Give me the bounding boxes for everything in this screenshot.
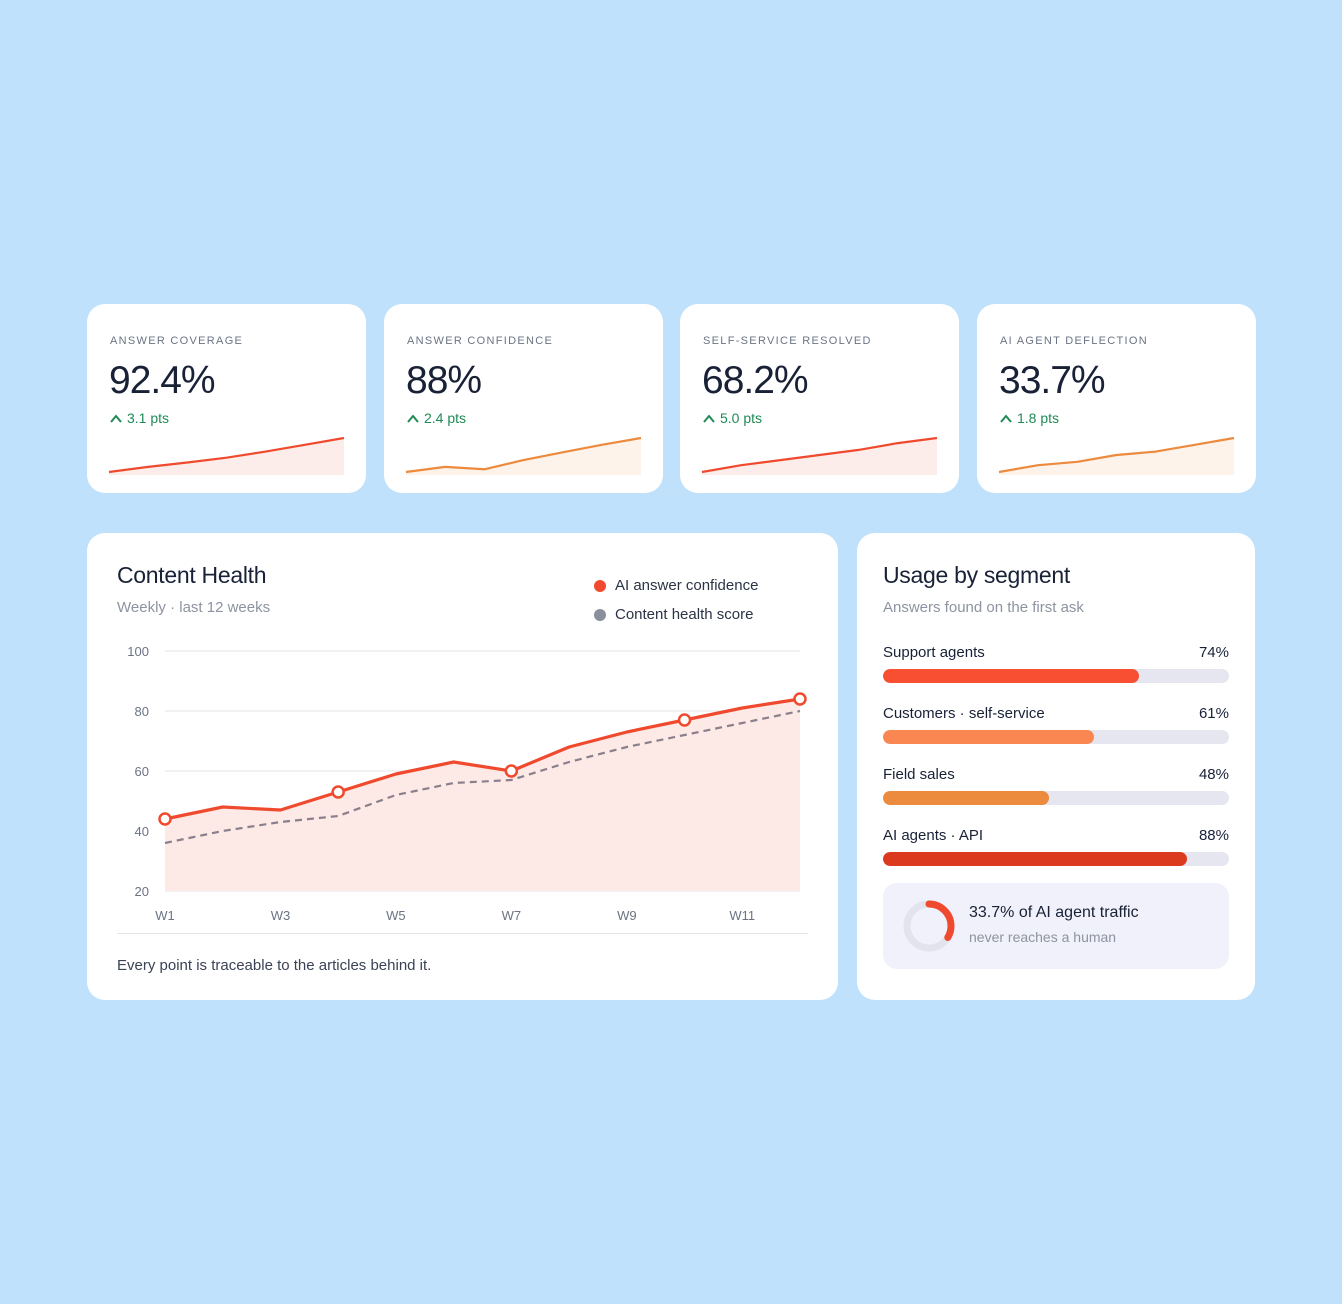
sparkline-line [998, 436, 1235, 474]
segment-progress-bar [883, 852, 1229, 866]
x-tick-label: W3 [271, 908, 291, 923]
segment-percent: 74% [1198, 644, 1229, 661]
kpi-label: SELF-SERVICE RESOLVED [703, 335, 872, 347]
kpi-sparkline [405, 436, 642, 475]
segment-label: Field sales [883, 766, 955, 783]
kpi-delta-text: 2.4 pts [424, 410, 467, 426]
kpi-value: 33.7% [999, 359, 1106, 402]
segment-label: Support agents [883, 644, 985, 661]
x-tick-label: W1 [155, 908, 175, 923]
kpi-delta-text: 3.1 pts [127, 410, 170, 426]
content-health-chart: 20 40 60 80 100 W1 W3 W5 W7 W9 W11 [127, 644, 807, 923]
kpi-card-answer-coverage: ANSWER COVERAGE 92.4% 3.1 pts [87, 304, 366, 493]
card-subtitle: Answers found on the first ask [883, 599, 1084, 616]
kpi-delta: 3.1 pts [109, 410, 169, 426]
data-point-marker [331, 785, 345, 799]
segment-progress-bar [883, 730, 1229, 744]
ai-traffic-callout: 33.7% of AI agent traffic never reaches … [883, 883, 1229, 969]
kpi-delta: 1.8 pts [999, 410, 1059, 426]
segment-progress-fill [883, 730, 1095, 744]
donut-gauge-icon [903, 900, 955, 952]
y-tick-label: 60 [135, 764, 149, 779]
legend-item-content-health-score[interactable]: Content health score [594, 600, 758, 629]
sparkline-line [405, 436, 642, 474]
segment-percent: 61% [1198, 705, 1229, 722]
segment-row-customers-self-service: Customers · self-service 61% [883, 705, 1229, 744]
card-title: Usage by segment [883, 562, 1070, 588]
kpi-label: ANSWER CONFIDENCE [407, 335, 554, 347]
series-line-content-health-score [164, 709, 801, 845]
x-tick-label: W5 [386, 908, 406, 923]
y-tick-label: 100 [127, 644, 149, 659]
segment-row-support-agents: Support agents 74% [883, 644, 1229, 683]
card-title: Content Health [117, 562, 267, 588]
kpi-card-ai-agent-deflection: AI AGENT DEFLECTION 33.7% 1.8 pts [977, 304, 1256, 493]
trend-up-icon [110, 414, 122, 423]
chart-footnote: Every point is traceable to the articles… [117, 957, 432, 974]
kpi-sparkline [701, 436, 938, 475]
trend-up-icon [703, 414, 715, 423]
sparkline-line [701, 436, 938, 474]
kpi-value: 88% [406, 359, 482, 402]
data-point-marker [158, 812, 172, 826]
kpi-sparkline [108, 436, 345, 475]
kpi-card-self-service-resolved: SELF-SERVICE RESOLVED 68.2% 5.0 pts [680, 304, 959, 493]
kpi-delta-text: 1.8 pts [1017, 410, 1060, 426]
segment-progress-fill [883, 791, 1050, 805]
sparkline-area [999, 438, 1234, 475]
kpi-delta: 2.4 pts [406, 410, 466, 426]
kpi-card-answer-confidence: ANSWER CONFIDENCE 88% 2.4 pts [384, 304, 663, 493]
legend-dot-icon [594, 579, 606, 592]
y-tick-label: 40 [135, 824, 149, 839]
data-point-marker [677, 713, 692, 727]
series-area-ai-answer-confidence [165, 699, 800, 891]
segment-progress-bar [883, 669, 1229, 683]
kpi-label: AI AGENT DEFLECTION [1000, 335, 1148, 347]
legend-item-ai-answer-confidence[interactable]: AI answer confidence [594, 571, 758, 600]
y-tick-label: 20 [135, 884, 149, 899]
segment-label: Customers · self-service [883, 705, 1045, 722]
segment-row-field-sales: Field sales 48% [883, 766, 1229, 805]
kpi-sparkline [998, 436, 1235, 475]
callout-title: 33.7% of AI agent traffic [969, 904, 1139, 921]
usage-by-segment-card: Usage by segment Answers found on the fi… [857, 533, 1255, 1000]
legend-label: AI answer confidence [615, 577, 759, 594]
segment-row-ai-agents-api: AI agents · API 88% [883, 827, 1229, 866]
sparkline-line [108, 436, 345, 474]
divider [117, 933, 808, 934]
trend-up-icon [1000, 414, 1012, 423]
segment-percent: 88% [1198, 827, 1229, 844]
sparkline-area [406, 438, 641, 475]
legend-dot-icon [594, 608, 606, 621]
kpi-value: 92.4% [109, 359, 216, 402]
kpi-label: ANSWER COVERAGE [110, 335, 244, 347]
x-tick-label: W9 [617, 908, 637, 923]
kpi-delta: 5.0 pts [702, 410, 762, 426]
trend-up-icon [407, 414, 419, 423]
card-subtitle: Weekly · last 12 weeks [117, 599, 271, 616]
y-tick-label: 80 [135, 704, 149, 719]
x-tick-label: W11 [729, 908, 755, 923]
segment-progress-bar [883, 791, 1229, 805]
content-health-card: 20 40 60 80 100 W1 W3 W5 W7 W9 W11 Content Health … [87, 533, 838, 1000]
x-tick-label: W7 [502, 908, 522, 923]
callout-subtitle: never reaches a human [969, 929, 1117, 945]
kpi-value: 68.2% [702, 359, 809, 402]
data-point-marker [504, 764, 519, 778]
segment-label: AI agents · API [883, 827, 984, 844]
kpi-delta-text: 5.0 pts [720, 410, 763, 426]
legend-label: Content health score [615, 606, 754, 623]
data-point-marker [793, 692, 807, 706]
segment-percent: 48% [1198, 766, 1229, 783]
segment-progress-fill [883, 669, 1140, 683]
segment-progress-fill [883, 852, 1188, 866]
series-line-ai-answer-confidence [164, 697, 801, 821]
chart-legend: AI answer confidence Content health scor… [594, 571, 758, 629]
